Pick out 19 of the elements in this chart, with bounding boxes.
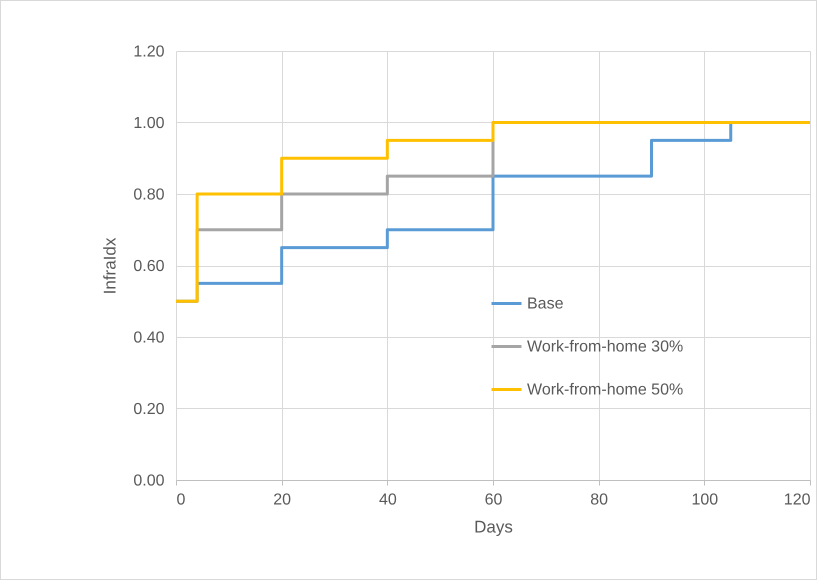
- x-axis-title: Days: [474, 518, 513, 536]
- y-tick-label: 0.00: [133, 472, 165, 490]
- y-tick-label: 0.20: [133, 401, 165, 418]
- y-tick-label: 1.00: [133, 115, 165, 132]
- x-tick-label: 60: [484, 492, 502, 508]
- y-tick-label: 0.40: [133, 330, 165, 346]
- x-tick-label: 20: [273, 492, 292, 508]
- x-tick-label: 40: [378, 492, 397, 508]
- legend-label: Work-from-home 30%: [527, 338, 684, 356]
- y-tick-label: 0.60: [133, 258, 165, 275]
- legend-label: Work-from-home 50%: [527, 381, 684, 398]
- y-tick-label: 0.80: [133, 186, 165, 204]
- y-tick-label: 1.20: [133, 44, 165, 60]
- x-tick-label: 100: [691, 492, 718, 508]
- x-tick-label: 80: [590, 492, 608, 508]
- y-axis-title: InfraIdx: [100, 237, 120, 294]
- x-tick-label: 120: [784, 492, 811, 508]
- legend-label: Base: [527, 295, 564, 312]
- x-tick-label: 0: [176, 492, 186, 508]
